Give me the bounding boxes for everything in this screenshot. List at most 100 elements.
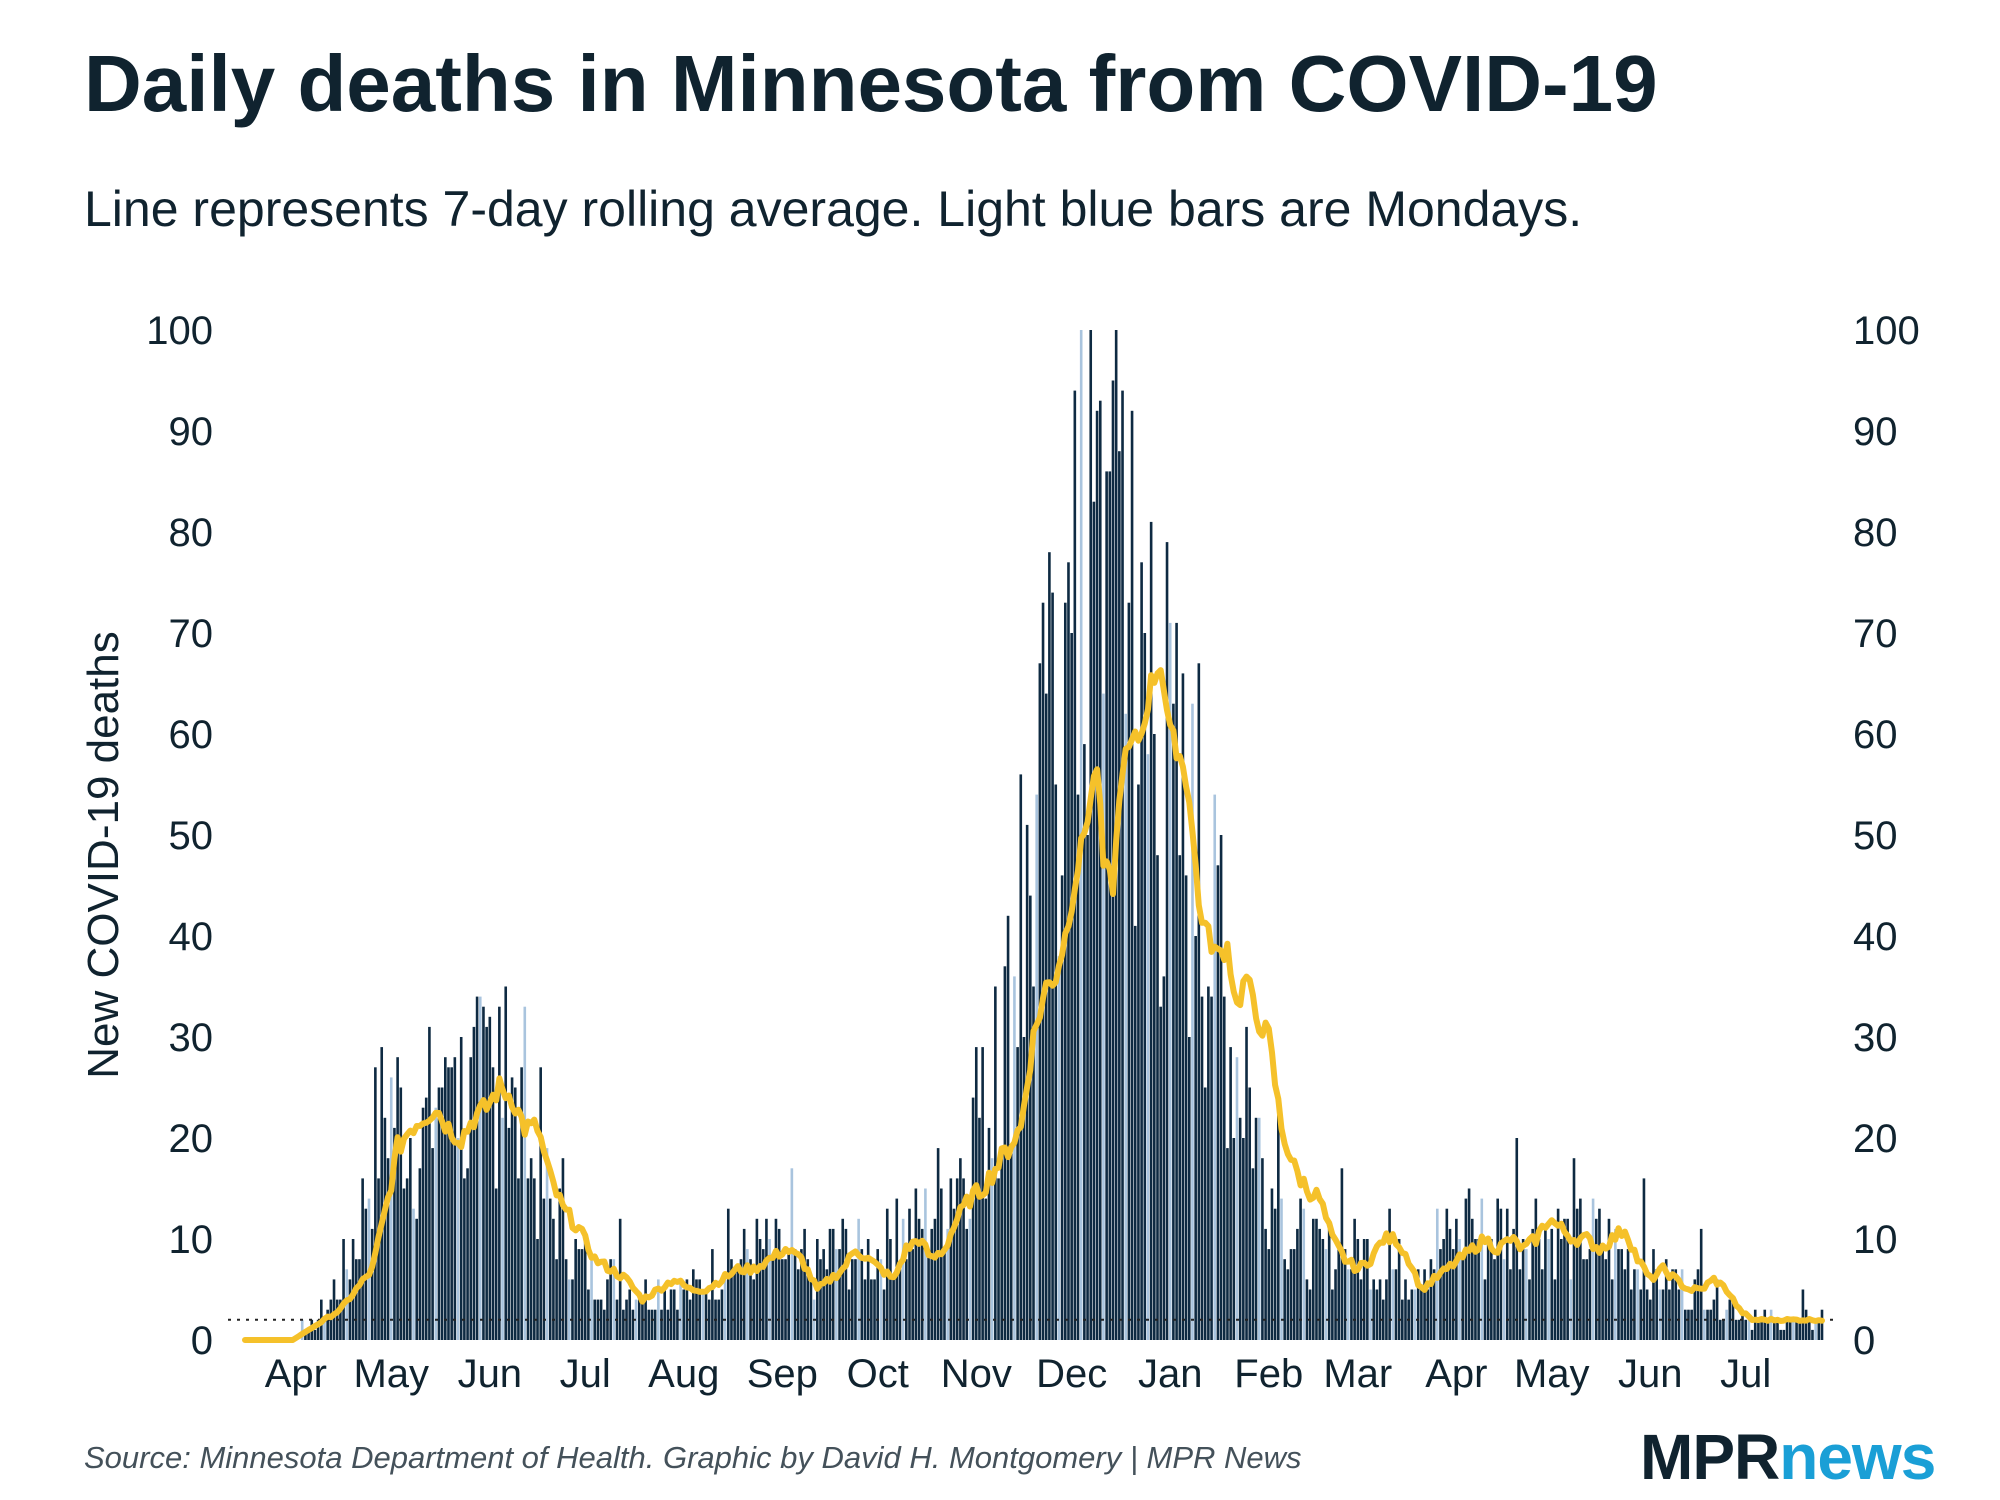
daily-bar [418, 1168, 422, 1340]
daily-bar [415, 1218, 418, 1340]
y-tick-label-right: 70 [1853, 612, 1898, 656]
daily-bar [1690, 1309, 1693, 1340]
daily-bar [1722, 1319, 1725, 1340]
daily-bar [1133, 925, 1137, 1340]
daily-bar [1321, 1239, 1325, 1340]
daily-bar [682, 1289, 686, 1340]
daily-bar [437, 1087, 441, 1340]
daily-bar [936, 1148, 940, 1340]
daily-bar [510, 1077, 514, 1340]
daily-bar [1083, 744, 1086, 1340]
daily-bar [1807, 1319, 1811, 1340]
daily-bar [1773, 1319, 1776, 1340]
daily-bar [593, 1299, 597, 1340]
daily-bar [838, 1249, 841, 1340]
daily-bar [536, 1239, 539, 1340]
daily-bar [574, 1239, 577, 1340]
monday-bar [968, 1218, 972, 1340]
daily-bar [1372, 1279, 1376, 1340]
daily-bar [1394, 1269, 1398, 1340]
monday-bar [1124, 713, 1128, 1340]
daily-bar [1432, 1269, 1436, 1340]
monday-bar [389, 1077, 393, 1340]
daily-bar [520, 1067, 523, 1340]
daily-bar [1044, 693, 1048, 1340]
daily-bar [1706, 1309, 1709, 1340]
daily-bar [374, 1067, 377, 1340]
daily-bar [377, 1178, 380, 1340]
x-tick-label: May [1514, 1352, 1590, 1396]
daily-bar [1429, 1259, 1433, 1340]
y-tick-label-right: 10 [1853, 1218, 1898, 1262]
y-tick-label-right: 40 [1853, 915, 1898, 959]
y-tick-label-left: 40 [169, 915, 214, 959]
daily-bar [1350, 1269, 1353, 1340]
x-tick-label: Dec [1036, 1352, 1107, 1396]
daily-bar [711, 1249, 714, 1340]
daily-bar [1098, 400, 1102, 1340]
daily-bar [1092, 501, 1096, 1340]
daily-bar [1054, 784, 1058, 1340]
daily-bar [943, 1249, 946, 1340]
daily-bar [1623, 1269, 1627, 1340]
monday-bar [1680, 1269, 1684, 1340]
daily-bar [1318, 1228, 1321, 1340]
daily-bar [1315, 1218, 1318, 1340]
daily-bar [1248, 1087, 1252, 1340]
daily-bar [1486, 1239, 1490, 1340]
logo-mpr-text: MPR [1640, 1421, 1780, 1493]
y-tick-label-right: 50 [1853, 814, 1898, 858]
y-tick-label-left: 20 [169, 1117, 214, 1161]
daily-bar [606, 1279, 609, 1340]
daily-bar [698, 1279, 701, 1340]
daily-bar [914, 1188, 918, 1340]
daily-bar [1022, 1037, 1026, 1340]
daily-bar [1184, 875, 1188, 1340]
daily-bar [644, 1279, 647, 1340]
daily-bar [1229, 1047, 1232, 1340]
daily-bar [1308, 1289, 1312, 1340]
daily-bar [752, 1279, 756, 1340]
daily-bar [1267, 1249, 1271, 1340]
daily-bar [1448, 1228, 1452, 1340]
daily-bar [326, 1309, 329, 1340]
daily-bar [1738, 1319, 1741, 1340]
monday-bar [1191, 703, 1194, 1340]
daily-bar [599, 1299, 603, 1340]
daily-bar [695, 1279, 698, 1340]
daily-bar [917, 1218, 921, 1340]
daily-bar [440, 1087, 444, 1340]
x-tick-label: Oct [847, 1352, 909, 1396]
daily-bar [1750, 1329, 1754, 1340]
daily-bar [1451, 1249, 1455, 1340]
x-tick-label: Jul [1720, 1352, 1771, 1396]
daily-bar [1582, 1259, 1585, 1340]
monday-bar [901, 1218, 905, 1340]
daily-bar [421, 1107, 425, 1340]
daily-bar [1305, 1279, 1309, 1340]
daily-bar [1277, 1097, 1280, 1340]
daily-bar [742, 1228, 746, 1340]
monday-bar [612, 1259, 616, 1340]
daily-bar [405, 1178, 409, 1340]
monday-bar [1280, 1198, 1283, 1340]
monday-bar [1235, 1057, 1239, 1340]
daily-bar [707, 1299, 711, 1340]
daily-bar [930, 1228, 934, 1340]
daily-bar [313, 1329, 317, 1340]
x-tick-label: Sep [747, 1352, 818, 1396]
daily-bar [1416, 1269, 1420, 1340]
daily-bar [793, 1249, 797, 1340]
daily-bar [749, 1259, 752, 1340]
daily-bar [733, 1269, 736, 1340]
daily-bar [1464, 1198, 1468, 1340]
daily-bar [453, 1057, 457, 1340]
x-tick-label: Aug [648, 1352, 719, 1396]
daily-bar [781, 1259, 784, 1340]
daily-bar [1760, 1319, 1763, 1340]
daily-bar [1356, 1239, 1360, 1340]
daily-bar [720, 1289, 724, 1340]
monday-bar [1814, 1319, 1817, 1340]
daily-bar [485, 1026, 488, 1340]
daily-bar [498, 1006, 501, 1340]
